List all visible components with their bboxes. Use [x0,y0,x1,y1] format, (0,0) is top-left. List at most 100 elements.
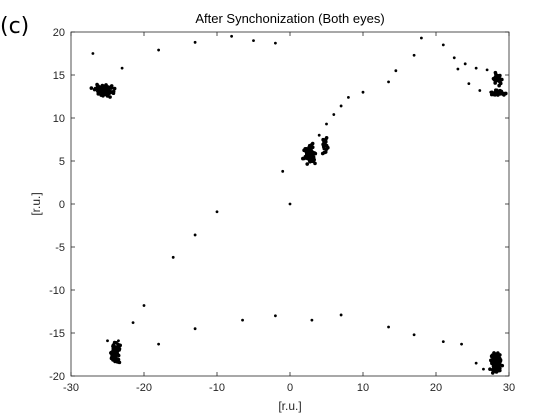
y-tick-label: 20 [53,27,65,39]
data-point [309,154,314,158]
data-point [498,368,502,373]
data-point [456,67,460,71]
data-point [478,89,482,92]
data-point [193,40,197,44]
data-point [91,52,95,55]
data-point [485,68,489,72]
data-point [274,41,277,45]
data-point [502,91,507,96]
data-point [474,66,478,70]
data-point [310,318,314,322]
data-point [489,90,493,94]
data-point [89,86,94,90]
data-point [92,87,97,92]
data-point [108,90,113,95]
x-tick-label: 10 [357,382,369,394]
chart-title: After Synchonization (Both eyes) [195,11,384,26]
data-point [420,36,423,40]
y-tick-label: 10 [53,113,65,125]
data-point [387,80,390,84]
y-tick-label: 0 [59,199,65,211]
data-point [441,43,445,47]
data-point [157,48,161,52]
data-point [325,122,328,126]
data-point [310,145,315,150]
data-point [111,89,116,94]
data-point [387,325,390,329]
data-point [490,354,495,359]
data-point [120,66,124,70]
data-point [99,93,103,97]
data-point [106,339,109,343]
data-point [332,113,336,116]
data-point [108,95,112,99]
data-point [102,84,107,89]
y-tick-label: -15 [49,328,65,340]
data-point [274,314,277,318]
data-point [322,144,326,148]
data-point [230,34,234,38]
data-point [320,151,325,156]
data-point [493,81,497,85]
data-point [215,210,219,214]
data-point [493,352,498,357]
data-point [118,343,122,348]
data-point [288,202,292,206]
data-point [113,345,117,349]
data-point [193,327,197,331]
data-point [109,84,114,88]
data-point [492,357,497,362]
data-point [171,255,175,259]
y-tick-label: 5 [59,156,65,168]
data-point [412,53,416,57]
x-tick-label: 30 [503,382,515,394]
data-point [412,333,416,337]
y-axis-label: [r.u.] [29,192,43,215]
data-point [347,95,350,99]
data-point [497,78,501,83]
data-point [497,356,502,360]
x-tick-label: -20 [136,382,152,394]
data-point [492,364,496,369]
data-point [452,56,456,60]
x-tick-label: 20 [430,382,442,394]
data-point [493,88,498,92]
data-point [361,90,365,94]
data-point [394,69,398,73]
data-point [142,304,146,307]
data-point [241,318,244,322]
x-tick-label: -10 [209,382,225,394]
data-point [111,358,115,362]
data-point [109,351,114,356]
data-point [467,82,471,85]
data-point [193,233,197,237]
data-point [339,104,343,108]
data-point [131,321,135,325]
data-point [493,70,498,75]
data-point [305,162,310,166]
data-point [281,169,285,173]
data-point [500,363,505,368]
data-point [488,367,492,371]
data-point [104,88,108,93]
data-point [303,146,308,151]
data-point [326,145,330,150]
data-point [307,148,312,153]
data-point [317,133,321,137]
data-point [497,83,501,88]
data-point [99,89,104,94]
data-point [104,93,109,97]
x-tick-label: 0 [287,382,293,394]
y-tick-label: -5 [55,242,65,254]
data-point [301,156,305,161]
data-point [474,361,478,365]
data-point [304,155,308,160]
data-point [441,340,445,343]
data-point [492,368,496,372]
data-point [307,145,311,150]
data-point [463,62,467,66]
data-point [310,150,315,154]
data-point [117,339,120,343]
x-tick-label: -30 [63,382,79,394]
